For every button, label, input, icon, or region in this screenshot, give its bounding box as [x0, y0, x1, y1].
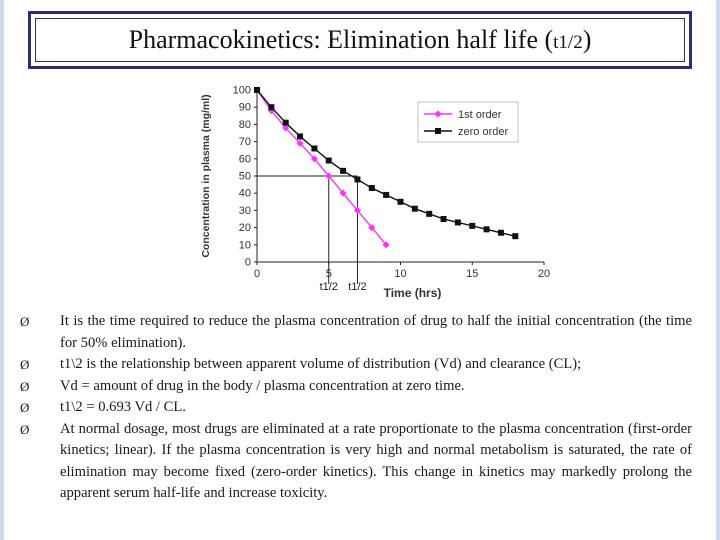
zero-order-point: [397, 198, 404, 205]
zero-order-point: [282, 119, 289, 126]
legend-box: [417, 101, 519, 143]
first-order-point: [296, 139, 304, 147]
bullet-arrow-icon: Ø: [20, 378, 30, 394]
zero-order-point: [411, 205, 418, 212]
y-tick-label: 70: [239, 136, 251, 148]
x-tick-label: 0: [254, 268, 260, 280]
zero-order-point: [383, 191, 390, 198]
series-line-first-order: [256, 89, 387, 246]
zero-order-point: [297, 133, 304, 140]
bullet-arrow-icon: Ø: [20, 357, 30, 372]
title-inner-border: Pharmacokinetics: Elimination half life …: [35, 18, 685, 62]
left-decorative-rule: [0, 0, 4, 540]
zero-order-point: [454, 219, 461, 226]
y-tick-label: 90: [239, 102, 251, 114]
slide-title: Pharmacokinetics: Elimination half life …: [129, 25, 592, 55]
zero-order-point: [354, 176, 361, 183]
zero-order-point: [512, 233, 519, 240]
y-axis-label: Concentration in plasma (mg/ml): [200, 94, 212, 257]
bullet-item: Ø At normal dosage, most drugs are elimin…: [20, 419, 692, 505]
title-close: ): [582, 25, 592, 54]
first-order-point: [353, 206, 362, 214]
zero-order-point: [469, 222, 476, 229]
zero-order-point: [340, 167, 347, 174]
y-tick-label: 60: [239, 153, 251, 165]
x-axis-label: Time (hrs): [384, 286, 442, 300]
x-tick-label: 20: [538, 268, 550, 280]
title-main: Pharmacokinetics: Elimination half life …: [128, 25, 554, 54]
bullet-text: t1\2 is the relationship between apparen…: [60, 356, 582, 372]
x-tick-label: 15: [466, 268, 478, 280]
right-decorative-rule: [716, 0, 720, 540]
x-tick-label: 10: [394, 268, 406, 280]
bullet-text: Vd = amount of drug in the body / plasma…: [60, 377, 465, 394]
zero-order-point: [426, 210, 433, 217]
legend-swatch-marker: [435, 128, 441, 134]
zero-order-point: [325, 157, 332, 164]
y-tick-label: 10: [239, 239, 251, 251]
legend-label: zero order: [458, 126, 508, 138]
y-tick-label: 30: [239, 205, 251, 217]
zero-order-point: [483, 226, 490, 233]
legend-label: 1st order: [458, 109, 502, 121]
title-frame: Pharmacokinetics: Elimination half life …: [28, 11, 692, 69]
y-tick-label: 50: [239, 171, 251, 183]
y-tick-label: 40: [239, 188, 251, 200]
y-tick-label: 20: [239, 222, 251, 234]
first-order-point: [368, 224, 376, 232]
bullet-text: t1\2 = 0.693 Vd / CL.: [60, 399, 186, 415]
bullet-arrow-icon: Ø: [20, 400, 30, 415]
zero-order-point: [254, 87, 260, 93]
zero-order-point: [497, 229, 504, 236]
half-life-annotation: t1/2: [348, 281, 366, 293]
elimination-chart: 010203040506070809010005101520Concentrat…: [180, 80, 558, 306]
bullet-item: Ø Vd = amount of drug in the body / plasm…: [20, 376, 692, 398]
bullet-arrow-icon: Ø: [20, 314, 30, 329]
zero-order-point: [440, 216, 447, 222]
bullet-item: Ø It is the time required to reduce the p…: [20, 311, 692, 354]
zero-order-point: [311, 145, 318, 152]
zero-order-point: [368, 185, 375, 192]
legend-swatch-marker: [434, 110, 442, 118]
bullet-text: It is the time required to reduce the pl…: [60, 313, 692, 351]
title-subscript: t1/2: [553, 32, 583, 53]
half-life-annotation: t1/2: [320, 281, 338, 293]
bullet-arrow-icon: Ø: [20, 421, 30, 437]
y-tick-label: 0: [245, 257, 251, 269]
chart-svg: 010203040506070809010005101520Concentrat…: [200, 85, 550, 301]
bullet-text: At normal dosage, most drugs are elimina…: [60, 420, 692, 502]
y-tick-label: 100: [233, 85, 251, 97]
bullet-list: Ø It is the time required to reduce the p…: [20, 311, 692, 505]
y-tick-label: 80: [239, 119, 251, 131]
zero-order-point: [268, 104, 275, 111]
first-order-point: [325, 172, 333, 180]
